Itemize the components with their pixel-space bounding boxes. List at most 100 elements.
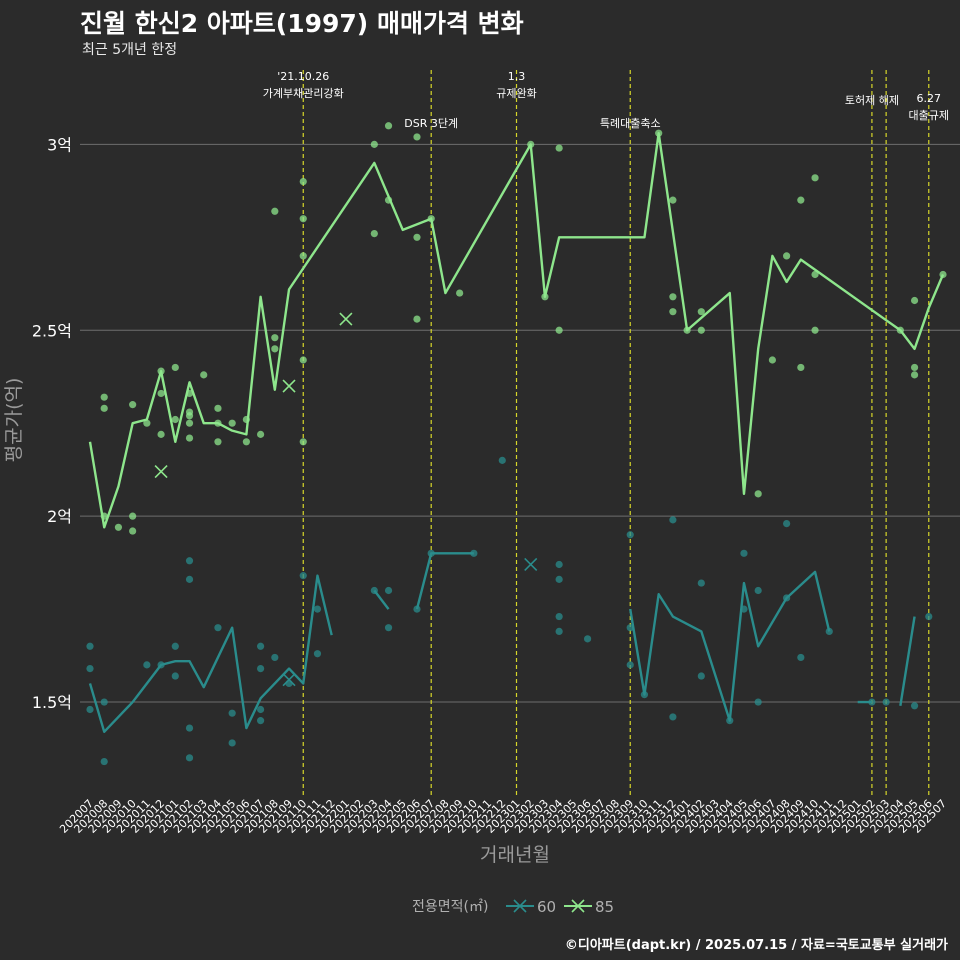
data-point-60 — [626, 661, 634, 669]
data-point-85 — [143, 419, 151, 427]
data-point-60 — [555, 627, 563, 636]
data-point-60 — [257, 642, 265, 650]
x-marker-60 — [282, 673, 296, 687]
data-point-85 — [299, 252, 307, 260]
data-point-85 — [257, 430, 265, 438]
data-point-85 — [811, 326, 819, 334]
data-point-60 — [313, 605, 322, 613]
data-point-85 — [555, 326, 563, 334]
data-point-60 — [100, 698, 108, 706]
data-point-85 — [669, 308, 677, 316]
event-label: DSR 3단계 — [404, 117, 458, 130]
y-tick-label: 2억 — [47, 507, 72, 526]
data-point-60 — [100, 757, 108, 766]
data-point-85 — [214, 438, 222, 446]
data-point-85 — [797, 363, 805, 372]
data-point-60 — [783, 519, 791, 528]
data-point-60 — [868, 698, 876, 706]
event-label: 1.3 규제완화 — [496, 70, 536, 100]
x-marker-60 — [524, 557, 538, 572]
data-point-85 — [910, 371, 919, 379]
data-point-85 — [413, 315, 421, 323]
data-point-85 — [157, 430, 165, 438]
source-caption: ©디아파트(dapt.kr) / 2025.07.15 / 자료=국토교통부 실… — [564, 938, 948, 953]
x-axis-label: 거래년월 — [480, 844, 550, 866]
series-line-60 — [899, 616, 916, 706]
data-point-85 — [171, 363, 179, 372]
data-point-85 — [271, 334, 279, 342]
data-point-85 — [157, 389, 165, 398]
data-point-85 — [384, 122, 393, 130]
data-point-85 — [200, 371, 208, 379]
data-point-60 — [257, 705, 265, 714]
data-point-85 — [129, 527, 137, 535]
data-point-85 — [697, 308, 705, 316]
data-point-60 — [214, 624, 222, 632]
series-line-60 — [415, 552, 474, 610]
data-point-60 — [228, 739, 236, 747]
data-point-85 — [413, 233, 421, 241]
data-point-60 — [555, 575, 563, 583]
data-point-85 — [811, 174, 819, 182]
data-point-85 — [100, 393, 108, 401]
x-markers — [154, 312, 538, 687]
data-point-85 — [171, 415, 179, 424]
data-point-60 — [882, 698, 890, 706]
data-point-85 — [910, 363, 919, 372]
y-tick-label: 3억 — [47, 135, 72, 154]
data-point-85 — [299, 438, 307, 446]
legend-label-85: 85 — [595, 898, 614, 916]
data-point-60 — [697, 579, 705, 587]
data-point-60 — [825, 627, 833, 636]
data-point-85 — [697, 326, 705, 334]
page-subtitle: 최근 5개년 한정 — [82, 42, 178, 58]
data-point-60 — [299, 572, 307, 580]
data-point-60 — [171, 672, 179, 680]
data-point-85 — [214, 404, 222, 412]
event-label: 6.27 대출규제 — [909, 92, 949, 122]
data-point-60 — [498, 456, 506, 464]
data-point-85 — [370, 229, 378, 238]
data-point-85 — [299, 215, 307, 223]
data-point-85 — [185, 434, 194, 442]
data-point-85 — [100, 404, 108, 412]
data-point-60 — [740, 549, 748, 557]
data-point-85 — [299, 177, 307, 186]
data-point-85 — [669, 293, 677, 301]
data-point-60 — [313, 650, 322, 658]
data-point-85 — [797, 196, 805, 204]
data-point-60 — [384, 624, 393, 632]
legend-key-marker-60 — [513, 899, 527, 913]
data-point-60 — [583, 635, 592, 643]
data-point-85 — [456, 289, 464, 297]
data-point-85 — [555, 144, 563, 152]
legend: 전용면적(㎡) 60 85 — [412, 898, 614, 916]
axes: 1.5억2억2.5억3억2020072020082020092020102020… — [32, 135, 949, 835]
data-point-60 — [669, 713, 677, 721]
data-point-60 — [171, 642, 179, 650]
data-point-60 — [185, 724, 194, 732]
data-point-85 — [242, 438, 250, 446]
legend-key-marker-85 — [571, 899, 585, 913]
data-point-60 — [257, 664, 265, 673]
data-point-85 — [910, 296, 919, 305]
legend-title: 전용면적(㎡) — [412, 899, 488, 915]
data-point-85 — [114, 523, 123, 531]
data-point-60 — [185, 575, 194, 583]
data-point-60 — [143, 661, 151, 669]
data-point-60 — [185, 557, 194, 565]
data-point-60 — [228, 709, 236, 717]
scatter-points — [86, 122, 947, 766]
data-point-85 — [811, 270, 819, 279]
data-point-85 — [299, 356, 307, 364]
series-line-60 — [88, 574, 333, 733]
data-point-60 — [86, 664, 94, 673]
data-point-85 — [228, 419, 236, 427]
series-line-60 — [373, 589, 390, 610]
data-point-60 — [86, 642, 94, 650]
data-point-60 — [555, 612, 563, 621]
data-point-85 — [129, 512, 137, 520]
